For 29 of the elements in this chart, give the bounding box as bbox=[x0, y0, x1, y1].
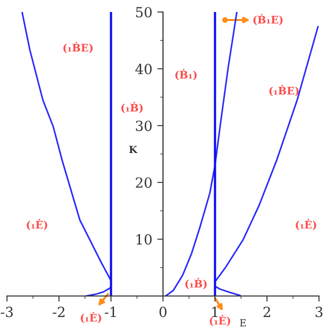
annotation: (₁Ė) bbox=[26, 218, 48, 230]
y-tick-label: 50 bbox=[136, 6, 152, 18]
x-tick-label: 2 bbox=[264, 306, 270, 317]
y-tick-label: 10 bbox=[136, 234, 152, 245]
annotation: (Ḃ₁) bbox=[175, 68, 197, 80]
x-tick-label: -2 bbox=[52, 306, 64, 317]
y-tick-label: 30 bbox=[136, 120, 152, 132]
y-tick-label: 20 bbox=[136, 177, 152, 188]
line-series bbox=[21, 12, 112, 282]
x-tick-label: 3 bbox=[316, 306, 322, 318]
y-axis-title: K bbox=[129, 146, 138, 153]
line-series bbox=[214, 26, 319, 283]
x-tick-label: -3 bbox=[0, 306, 13, 318]
x-tick-label: 0 bbox=[159, 306, 166, 318]
line-series bbox=[214, 286, 241, 296]
annotation: (₁Ḃ) bbox=[185, 278, 207, 290]
x-tick-label: -1 bbox=[104, 306, 116, 317]
annotation: (₁ḂE) bbox=[63, 42, 93, 54]
annotation: (Ḃ₁E) bbox=[253, 14, 283, 26]
annotation: (₁ḂE) bbox=[269, 84, 299, 96]
text: (₁Ė) bbox=[80, 312, 102, 324]
x-tick-label: 1 bbox=[212, 306, 218, 317]
line-series bbox=[164, 12, 238, 296]
y-tick-label: 40 bbox=[135, 64, 152, 74]
annotation: (₁Ḃ) bbox=[121, 102, 143, 114]
text: (₁Ė) bbox=[210, 314, 230, 326]
line-series bbox=[85, 286, 112, 296]
x-axis-title: E bbox=[240, 319, 246, 326]
annotation: (₁Ė) bbox=[296, 218, 316, 230]
